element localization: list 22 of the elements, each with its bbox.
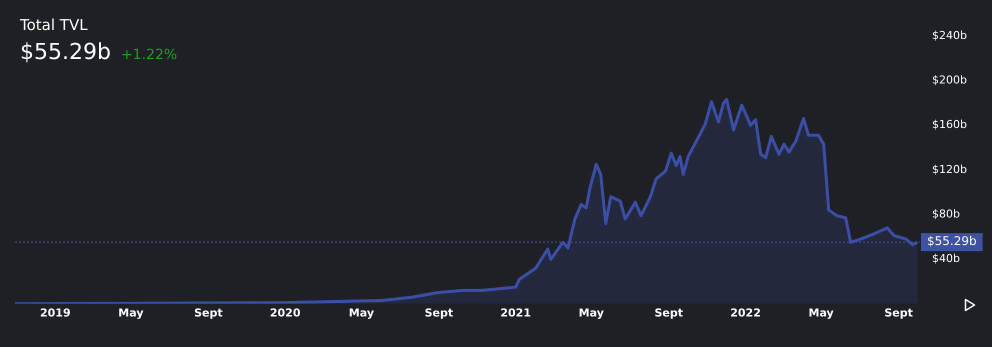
y-tick-label: $120b (932, 162, 967, 176)
ref-line-label: $55.29b (927, 234, 977, 248)
x-tick-label: 2020 (270, 306, 301, 320)
chart-title: Total TVL (20, 16, 88, 34)
x-tick-label: May (348, 306, 374, 320)
x-tick-label: 2021 (500, 306, 531, 320)
x-tick-label: 2019 (40, 306, 71, 320)
y-tick-label: $160b (932, 118, 967, 132)
y-tick-label: $40b (932, 252, 960, 266)
x-tick-label: Sept (884, 306, 913, 320)
y-tick-label: $200b (932, 73, 967, 86)
x-tick-label: 2022 (730, 306, 761, 320)
x-tick-label: May (808, 306, 834, 320)
x-tick-label: May (118, 306, 144, 320)
x-tick-label: Sept (424, 306, 454, 320)
y-tick-label: $80b (932, 207, 960, 220)
chart-subtitle: $55.29b (20, 40, 111, 65)
x-tick-label: Sept (194, 306, 223, 320)
x-tick-label: May (578, 306, 604, 320)
x-tick-label: Sept (654, 306, 683, 320)
annotation: +1.22% (120, 47, 178, 63)
y-tick-label: $240b (932, 28, 967, 42)
